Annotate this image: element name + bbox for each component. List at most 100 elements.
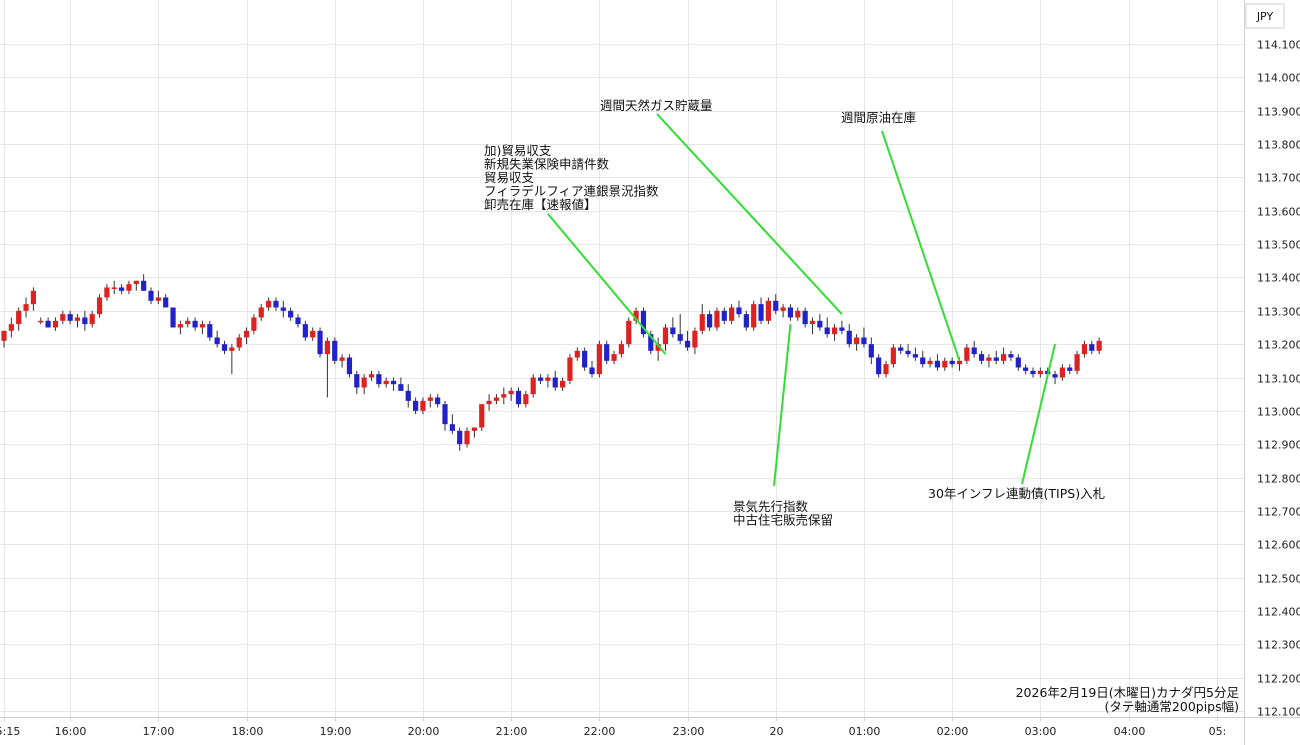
annotation-line xyxy=(656,113,843,315)
candle-body xyxy=(978,354,985,361)
candle xyxy=(1081,340,1088,358)
candle xyxy=(773,294,779,315)
candle xyxy=(405,384,411,408)
candle xyxy=(126,280,132,295)
candle xyxy=(251,314,257,335)
candle-body xyxy=(1059,367,1065,378)
candle xyxy=(38,317,44,325)
candle xyxy=(1067,364,1073,375)
candle-body xyxy=(1074,354,1080,371)
candle xyxy=(339,354,345,368)
candle-body xyxy=(464,430,470,445)
candle xyxy=(442,400,448,431)
candle xyxy=(30,287,36,311)
candle xyxy=(52,317,59,331)
x-tick-label: 20 xyxy=(770,725,784,738)
candle-body xyxy=(1037,370,1043,375)
candle xyxy=(457,427,463,451)
candle-body xyxy=(163,297,169,308)
candle xyxy=(273,297,279,311)
candle xyxy=(736,300,742,318)
annotation-text: 加)貿易収支 xyxy=(484,143,552,158)
candle-body xyxy=(435,397,441,405)
y-tick-label: 114.000 xyxy=(1257,72,1300,85)
candle xyxy=(655,337,661,361)
annotation: 加)貿易収支新規失業保険申請件数貿易収支フィラデルフィア連銀景況指数卸売在庫【速… xyxy=(484,143,667,355)
candle-body xyxy=(38,320,44,323)
candle xyxy=(942,357,948,371)
candle-body xyxy=(699,314,705,331)
x-tick-label: 17:00 xyxy=(143,725,175,738)
candle xyxy=(192,317,198,331)
candle xyxy=(376,370,382,388)
candle xyxy=(802,307,808,328)
y-tick-label: 114.100 xyxy=(1257,39,1300,52)
y-tick-label: 113.400 xyxy=(1257,272,1300,285)
candle-body xyxy=(185,320,191,325)
candle-body xyxy=(199,324,206,328)
candle xyxy=(221,340,228,355)
candle-body xyxy=(1089,344,1095,351)
candle-body xyxy=(986,357,992,361)
candle xyxy=(45,317,51,328)
candle xyxy=(508,387,514,401)
candle xyxy=(119,284,125,295)
candle xyxy=(413,397,419,415)
candle xyxy=(295,314,301,328)
candle xyxy=(971,340,977,358)
candle xyxy=(1008,350,1014,361)
candle xyxy=(1052,370,1058,385)
candle-body xyxy=(23,304,29,311)
y-tick-label: 113.000 xyxy=(1257,406,1300,419)
candle xyxy=(317,327,323,358)
candle-body xyxy=(736,307,742,315)
candle-body xyxy=(876,357,882,375)
candle-body xyxy=(846,330,852,345)
candle-body xyxy=(148,290,154,301)
candle xyxy=(743,310,749,331)
candle-body xyxy=(383,380,389,385)
candle-body xyxy=(1081,344,1088,355)
candle xyxy=(545,374,551,388)
candle-body xyxy=(390,380,397,385)
candle-body xyxy=(89,314,95,325)
candle xyxy=(1015,354,1021,371)
candle-body xyxy=(1067,367,1073,371)
candle-body xyxy=(751,304,757,328)
candle-body xyxy=(74,317,81,321)
candle-body xyxy=(971,347,977,355)
y-tick-label: 112.700 xyxy=(1257,506,1300,519)
candle-body xyxy=(398,384,404,391)
annotation-line xyxy=(1021,343,1057,485)
candle xyxy=(486,394,492,411)
candle-body xyxy=(207,324,213,338)
candle xyxy=(824,317,830,338)
candle-body xyxy=(802,310,808,325)
candle xyxy=(949,357,955,368)
candle-body xyxy=(361,377,367,388)
candle-body xyxy=(324,340,330,355)
candle xyxy=(177,320,183,335)
candle xyxy=(243,327,250,345)
currency-box xyxy=(1245,3,1285,29)
candle-body xyxy=(633,310,639,321)
candle xyxy=(258,304,264,321)
candle xyxy=(155,290,161,305)
x-tick-label: 22:00 xyxy=(584,725,616,738)
candle xyxy=(493,394,500,405)
y-tick-label: 112.500 xyxy=(1257,573,1300,586)
candle-body xyxy=(192,320,198,328)
candle-body xyxy=(795,310,801,318)
candle-body xyxy=(920,357,926,365)
candle-body xyxy=(405,390,411,401)
candle-body xyxy=(905,350,911,355)
candle xyxy=(354,370,360,395)
y-tick-label: 112.600 xyxy=(1257,539,1300,552)
candle-body xyxy=(420,400,426,411)
candle-body xyxy=(1030,370,1036,375)
annotation-line xyxy=(773,324,792,487)
candle xyxy=(390,377,397,391)
candle xyxy=(552,370,558,391)
candle xyxy=(229,344,235,375)
